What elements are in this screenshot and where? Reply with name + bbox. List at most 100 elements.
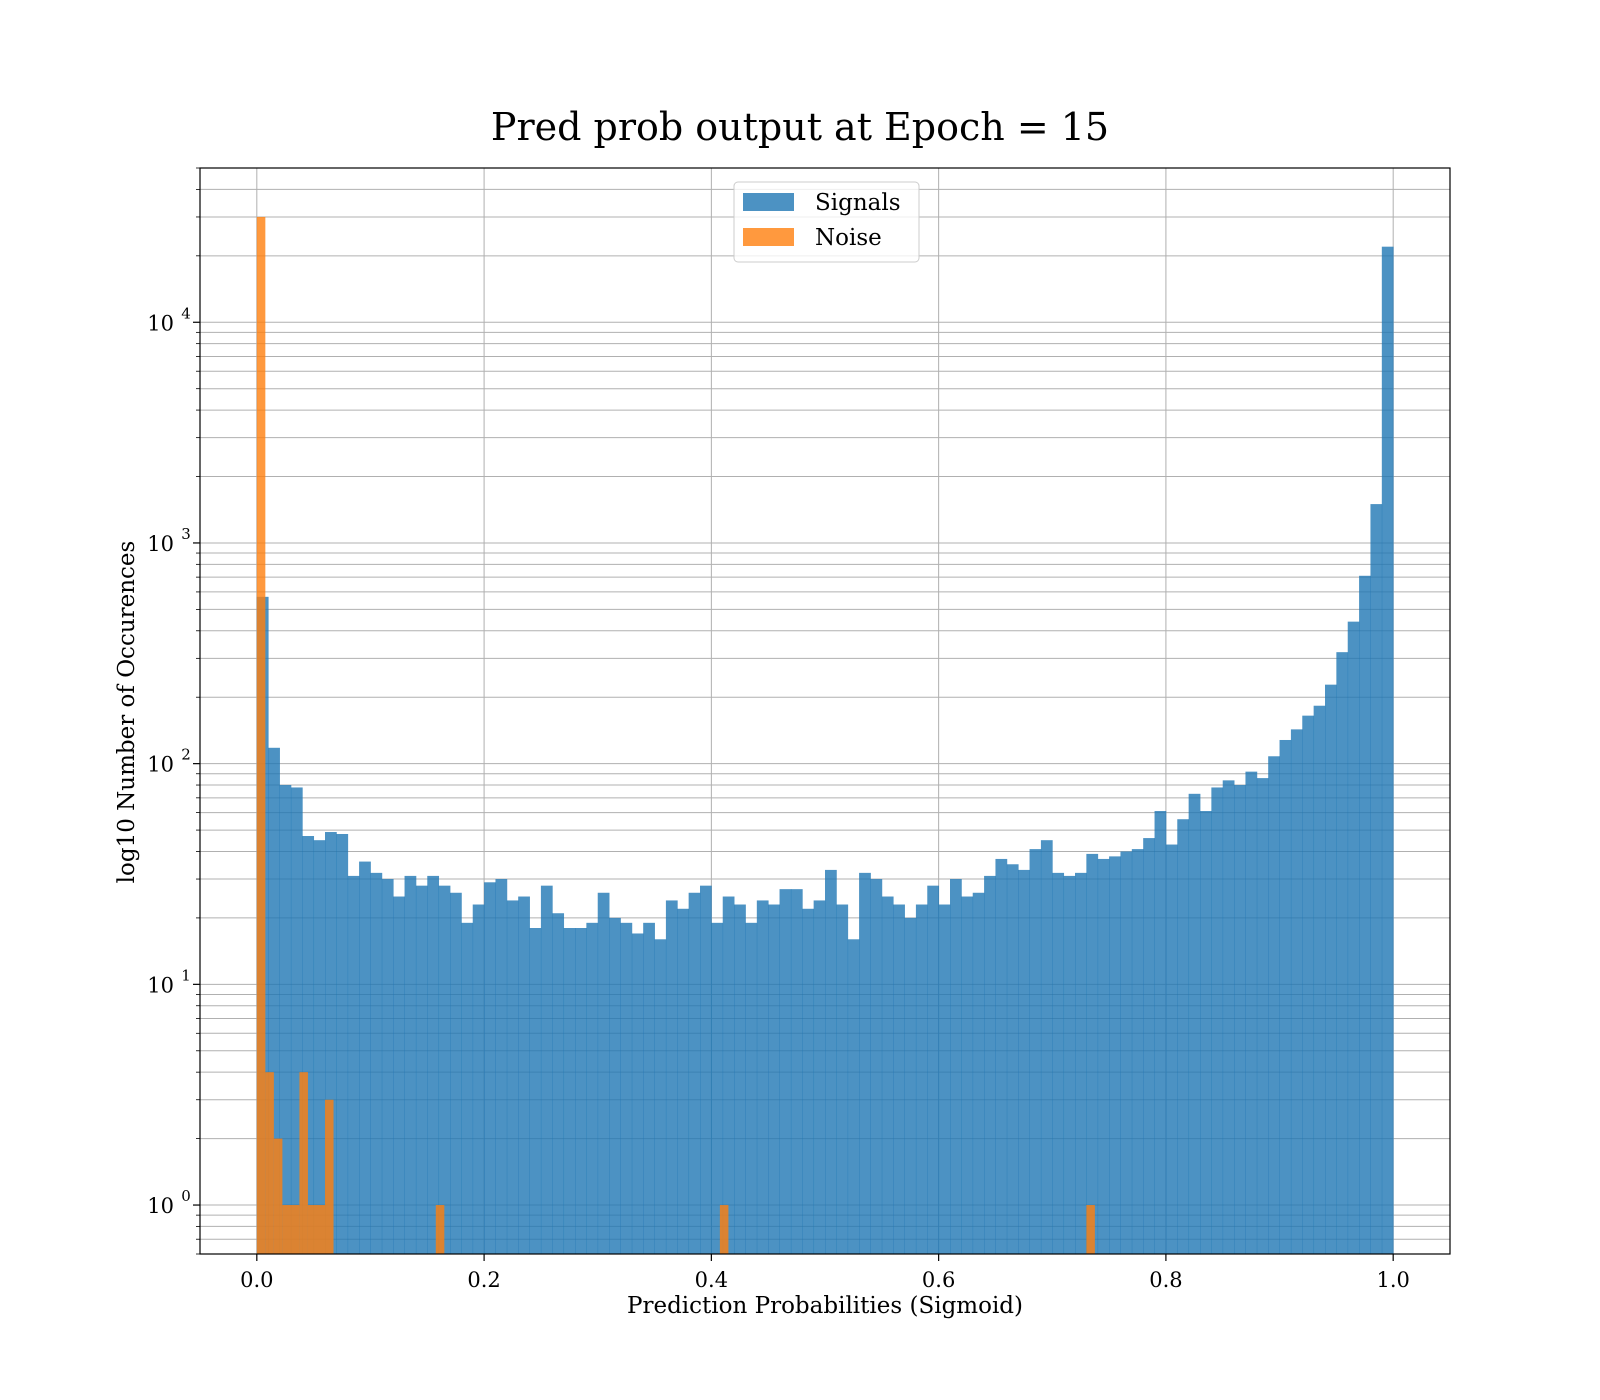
bar-signals	[1052, 872, 1065, 1254]
bar-signals	[472, 904, 485, 1254]
y-tick-label: 10	[147, 1194, 174, 1218]
bar-noise	[435, 1205, 445, 1254]
bar-signals	[1018, 869, 1030, 1254]
bar-signals	[734, 904, 746, 1254]
bar-signals	[461, 922, 474, 1254]
bar-signals	[938, 904, 951, 1254]
bar-signals	[529, 928, 542, 1254]
x-tick-label: 0.0	[240, 1268, 273, 1292]
y-axis-ticks: 10 0 10 1 10 2 10 3 10 4	[147, 167, 200, 1255]
bar-signals	[1234, 785, 1246, 1254]
x-tick-label: 0.2	[467, 1268, 500, 1292]
bar-signals	[450, 892, 462, 1254]
x-tick-label: 0.6	[922, 1268, 955, 1292]
bar-signals	[1029, 849, 1042, 1254]
bar-signals	[1006, 864, 1019, 1254]
bar-signals	[1177, 819, 1190, 1254]
bar-signals	[518, 896, 530, 1254]
bar-noise	[307, 1205, 325, 1254]
bar-signals	[1188, 793, 1201, 1254]
bar-noise	[273, 1138, 283, 1254]
x-tick-label: 0.8	[1149, 1268, 1182, 1292]
bar-signals	[950, 879, 962, 1254]
bar-signals	[677, 908, 690, 1254]
bar-signals	[665, 900, 678, 1254]
plot-frame	[199, 167, 1451, 1255]
bar-signals	[1097, 858, 1110, 1254]
bar-signals	[654, 939, 667, 1254]
bar-signals	[1154, 811, 1167, 1254]
bar-signals	[1370, 504, 1383, 1255]
bar-signals	[643, 922, 655, 1254]
bar-signals	[404, 875, 417, 1254]
bar-signals	[1290, 729, 1303, 1254]
bar-signals	[325, 832, 337, 1254]
bar-signals	[268, 747, 280, 1254]
bar-signals	[1359, 575, 1371, 1254]
bar-noise	[325, 1099, 334, 1254]
legend: Signals Noise	[733, 181, 920, 263]
bar-signals	[575, 928, 587, 1254]
bar-signals	[1211, 787, 1224, 1254]
bar-signals	[336, 833, 349, 1254]
bar-signals	[745, 922, 758, 1254]
bar-signals	[393, 896, 405, 1254]
bar-signals	[1109, 856, 1121, 1254]
bar-signals	[381, 879, 394, 1254]
bar-signals	[972, 892, 985, 1254]
bar-signals	[1222, 780, 1235, 1254]
bar-signals	[1381, 246, 1394, 1254]
y-tick-label-exponent: 4	[181, 304, 191, 322]
bar-signals	[302, 836, 315, 1254]
bar-signals	[597, 892, 610, 1254]
bar-signals	[1347, 621, 1360, 1254]
bar-signals	[1245, 771, 1258, 1254]
bar-signals	[995, 858, 1008, 1254]
bar-signals	[768, 904, 780, 1254]
bar-signals	[1120, 851, 1133, 1254]
histogram-bars	[256, 216, 1394, 1255]
bar-signals	[540, 885, 553, 1254]
bar-signals	[1302, 715, 1315, 1254]
bar-signals	[1313, 705, 1326, 1254]
bar-signals	[700, 885, 712, 1254]
bar-signals	[1279, 739, 1292, 1254]
bar-signals	[438, 885, 451, 1254]
legend-label-signals: Signals	[815, 190, 901, 216]
bar-signals	[961, 896, 974, 1254]
bar-signals	[847, 939, 860, 1254]
bar-signals	[415, 885, 428, 1254]
bar-signals	[506, 900, 519, 1254]
y-tick-label-exponent: 3	[181, 525, 191, 543]
y-tick-label-exponent: 1	[181, 966, 191, 984]
bar-signals	[904, 917, 917, 1254]
y-tick-label-exponent: 0	[181, 1187, 191, 1205]
bar-signals	[495, 879, 508, 1254]
legend-swatch-noise	[743, 228, 794, 246]
bar-signals	[484, 882, 496, 1254]
bar-signals	[609, 917, 621, 1254]
y-tick-label-exponent: 2	[181, 746, 191, 764]
bar-signals	[1063, 875, 1076, 1254]
bar-signals	[790, 889, 803, 1254]
chart-title: Pred prob output at Epoch = 15	[491, 105, 1109, 149]
bar-signals	[552, 913, 565, 1254]
bar-signals	[347, 875, 360, 1254]
legend-swatch-signals	[743, 193, 794, 211]
bar-signals	[1040, 840, 1053, 1254]
bar-signals	[802, 908, 815, 1254]
bar-signals	[1325, 684, 1337, 1254]
bar-signals	[1131, 849, 1144, 1254]
bar-signals	[756, 900, 769, 1254]
bar-signals	[1075, 872, 1087, 1254]
y-tick-label: 10	[147, 973, 174, 997]
bar-signals	[984, 875, 996, 1254]
bar-noise	[265, 1072, 274, 1254]
bar-signals	[881, 896, 894, 1254]
bar-signals	[1256, 778, 1269, 1254]
legend-label-noise: Noise	[815, 225, 882, 251]
bar-noise	[1086, 1205, 1095, 1254]
bar-signals	[620, 922, 633, 1254]
bar-signals	[1165, 844, 1178, 1254]
